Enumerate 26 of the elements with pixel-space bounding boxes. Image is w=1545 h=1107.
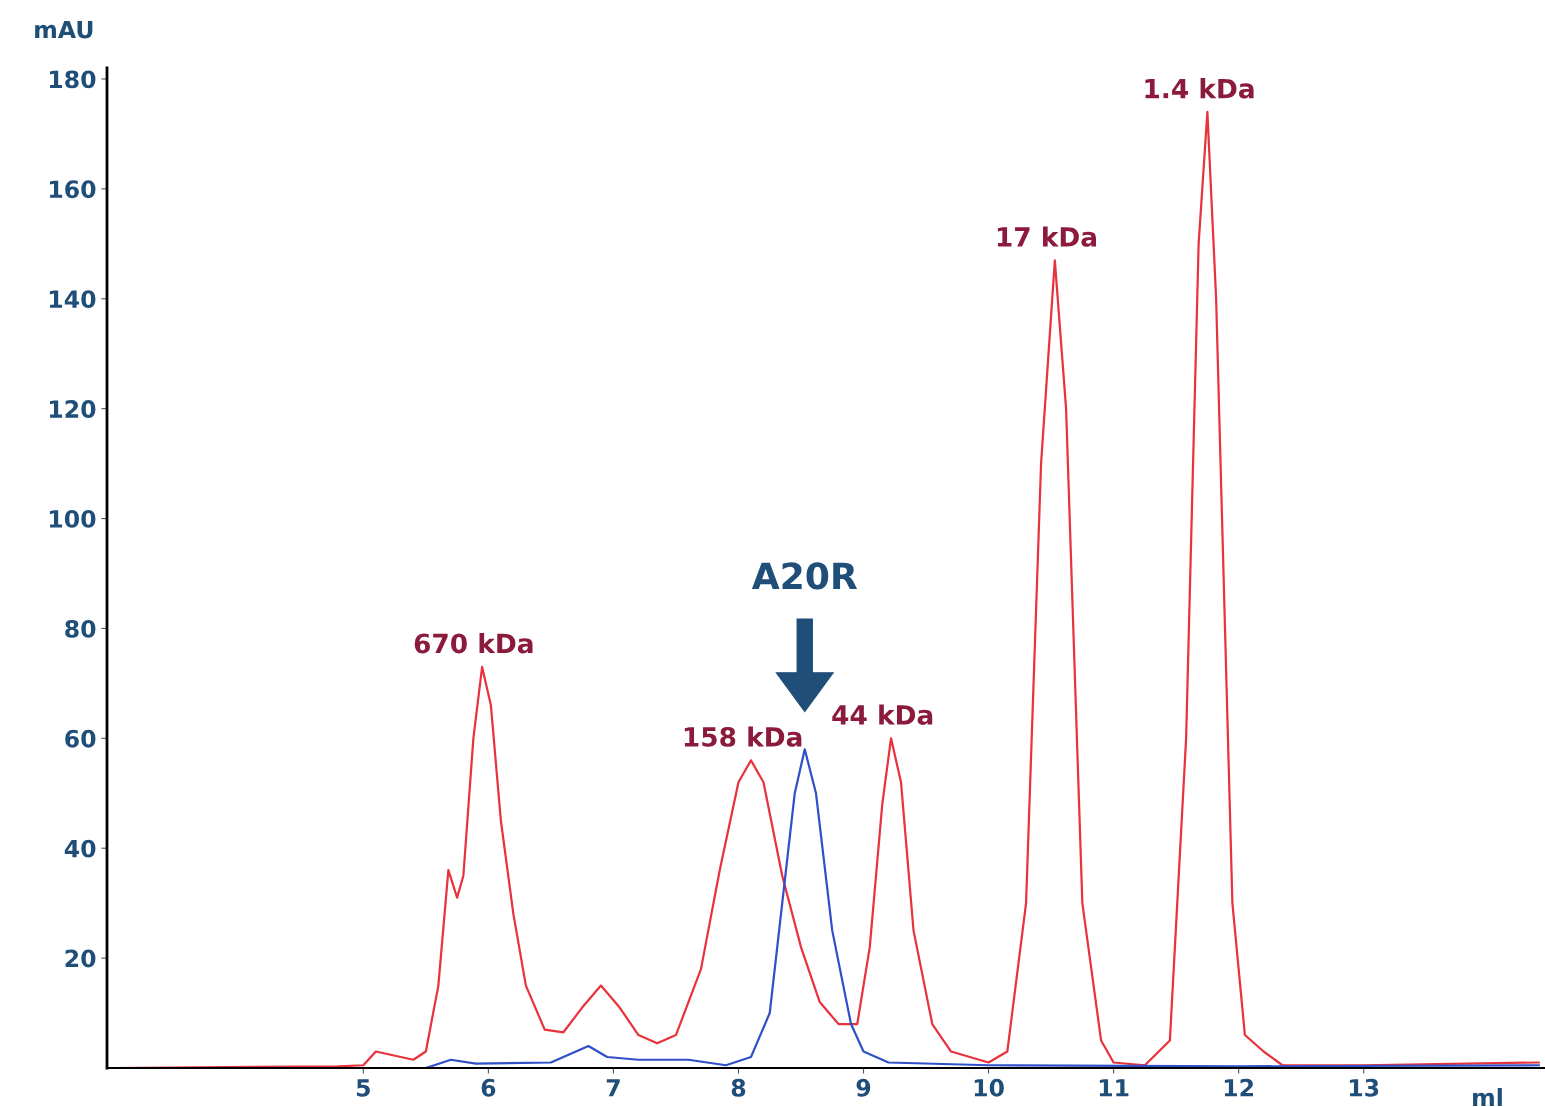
x-tick-label: 5 — [356, 1079, 370, 1097]
x-tick-label: 7 — [606, 1079, 620, 1097]
y-axis-title: mAU — [35, 20, 93, 39]
annotation: 44 kDa — [832, 704, 933, 725]
annotation: 670 kDa — [414, 633, 533, 654]
x-tick-label: 9 — [856, 1078, 871, 1097]
y-tick-label: 80 — [65, 619, 96, 638]
x-tick-label: 10 — [974, 1078, 1004, 1097]
x-axis-title: ml — [1473, 1088, 1502, 1106]
y-tick-label: 120 — [49, 400, 96, 418]
y-tick-label: 140 — [49, 290, 96, 309]
y-tick-label: 100 — [49, 510, 96, 528]
annotation: 158 kDa — [684, 726, 802, 747]
y-tick-label: 20 — [65, 949, 96, 968]
y-tick-label: 40 — [64, 839, 96, 858]
x-tick-label: 8 — [731, 1078, 746, 1097]
y-tick-label: 160 — [49, 180, 96, 199]
x-tick-label: 11 — [1099, 1079, 1129, 1097]
x-tick-label: 12 — [1224, 1078, 1254, 1097]
x-tick-label: 13 — [1349, 1078, 1379, 1097]
annotation: 17 kDa — [997, 226, 1097, 247]
annotation: 1.4 kDa — [1145, 78, 1254, 99]
y-tick-label: 180 — [49, 70, 96, 89]
annotation: A20R — [751, 562, 858, 590]
y-tick-label: 60 — [65, 729, 96, 748]
x-tick-label: 6 — [481, 1078, 496, 1097]
